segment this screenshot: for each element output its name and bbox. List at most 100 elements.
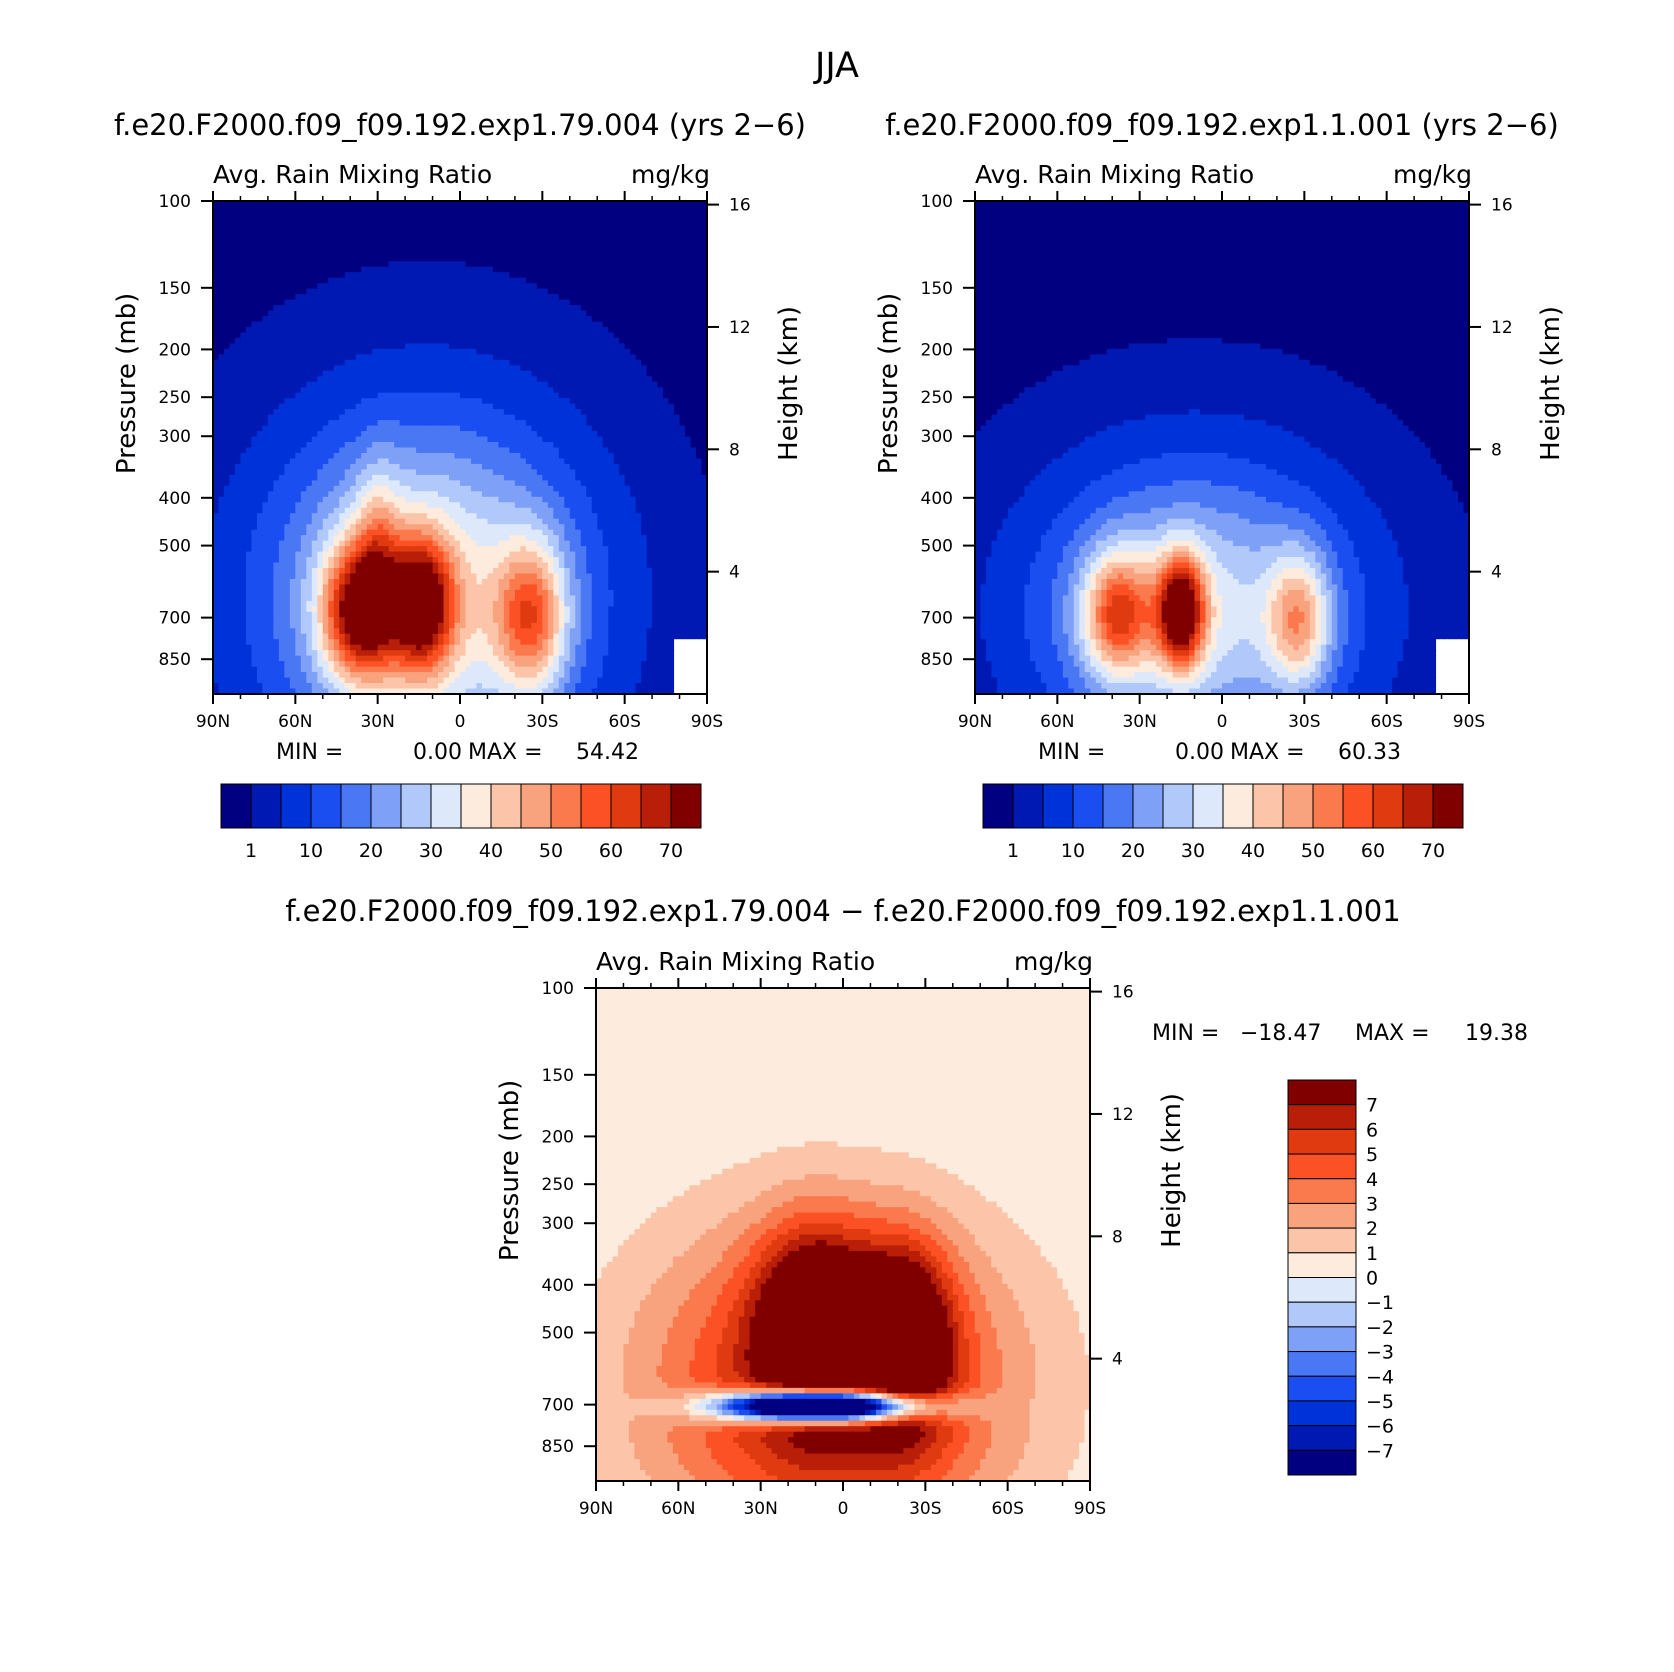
field-cell xyxy=(465,294,472,301)
field-cell xyxy=(262,337,269,345)
field-cell xyxy=(608,326,615,334)
field-cell xyxy=(443,376,450,383)
field-cell xyxy=(564,348,571,355)
field-cell xyxy=(503,458,510,465)
field-cell xyxy=(674,359,681,366)
field-cell xyxy=(289,442,296,449)
field-cell xyxy=(641,222,648,229)
field-cell xyxy=(547,370,554,377)
field-cell xyxy=(372,255,379,262)
field-cell xyxy=(503,255,510,262)
field-cell xyxy=(317,255,324,262)
field-cell xyxy=(657,239,664,246)
field-cell xyxy=(685,222,692,229)
field-cell xyxy=(685,228,692,235)
field-cell xyxy=(668,359,675,366)
field-cell xyxy=(229,474,236,481)
field-cell xyxy=(454,354,461,361)
field-cell xyxy=(333,250,340,257)
field-cell xyxy=(460,409,467,416)
field-cell xyxy=(520,299,527,306)
field-cell xyxy=(388,376,395,383)
field-cell xyxy=(289,354,296,361)
field-cell xyxy=(652,381,659,388)
field-cell xyxy=(470,392,478,399)
field-cell xyxy=(553,359,560,366)
field-cell xyxy=(240,201,247,208)
field-cell xyxy=(635,277,642,284)
field-cell xyxy=(597,206,604,213)
field-cell xyxy=(597,217,604,224)
field-cell xyxy=(229,222,236,229)
field-cell xyxy=(608,348,615,355)
field-cell xyxy=(295,211,302,219)
field-cell xyxy=(322,217,329,224)
field-cell xyxy=(361,261,368,268)
field-cell xyxy=(619,310,626,317)
field-cell xyxy=(262,425,269,432)
field-cell xyxy=(438,228,445,235)
field-cell xyxy=(273,288,280,295)
field-cell xyxy=(427,222,434,229)
field-cell xyxy=(328,414,335,421)
field-cell xyxy=(569,244,576,251)
field-cell xyxy=(542,376,549,383)
field-cell xyxy=(251,277,258,284)
left-string: Avg. Rain Mixing Ratio xyxy=(213,160,492,189)
field-cell xyxy=(536,211,543,219)
field-cell xyxy=(410,480,417,487)
field-cell xyxy=(333,277,340,284)
field-cell xyxy=(465,206,472,213)
field-cell xyxy=(608,288,615,295)
field-cell xyxy=(465,332,472,339)
field-cell xyxy=(405,299,412,306)
field-cell xyxy=(223,337,231,345)
field-cell xyxy=(498,354,505,361)
field-cell xyxy=(663,316,670,323)
field-cell xyxy=(514,458,521,465)
field-cell xyxy=(619,409,626,416)
field-cell xyxy=(641,392,648,399)
field-cell xyxy=(503,272,510,279)
field-cell xyxy=(311,201,318,208)
field-cell xyxy=(213,239,220,246)
field-cell xyxy=(311,392,318,399)
field-cell xyxy=(547,436,554,443)
field-cell xyxy=(679,233,686,240)
field-cell xyxy=(339,409,346,416)
field-cell xyxy=(608,206,615,213)
field-cell xyxy=(668,463,675,471)
field-cell xyxy=(432,294,439,301)
field-cell xyxy=(355,321,362,328)
field-cell xyxy=(580,436,587,443)
field-cell xyxy=(564,376,571,383)
field-cell xyxy=(388,496,395,503)
field-cell xyxy=(278,474,285,481)
field-cell xyxy=(503,381,510,388)
field-cell xyxy=(591,233,598,240)
field-cell xyxy=(602,436,609,443)
field-cell xyxy=(240,414,247,421)
field-cell xyxy=(608,474,615,481)
field-cell xyxy=(366,463,373,471)
field-cell xyxy=(542,425,549,432)
field-cell xyxy=(487,294,494,301)
field-cell xyxy=(240,409,247,416)
field-cell xyxy=(487,376,494,383)
field-cell xyxy=(602,343,609,350)
field-cell xyxy=(701,414,707,421)
field-cell xyxy=(245,343,253,350)
field-cell xyxy=(262,463,269,471)
field-cell xyxy=(355,387,362,394)
field-cell xyxy=(273,272,280,279)
field-cell xyxy=(377,288,384,295)
field-cell xyxy=(509,222,516,229)
field-cell xyxy=(234,403,242,410)
field-cell xyxy=(372,277,379,284)
field-cell xyxy=(306,326,313,334)
field-cell xyxy=(234,272,242,279)
field-cell xyxy=(295,217,302,224)
field-cell xyxy=(251,272,258,279)
field-cell xyxy=(498,365,505,372)
field-cell xyxy=(421,266,428,273)
